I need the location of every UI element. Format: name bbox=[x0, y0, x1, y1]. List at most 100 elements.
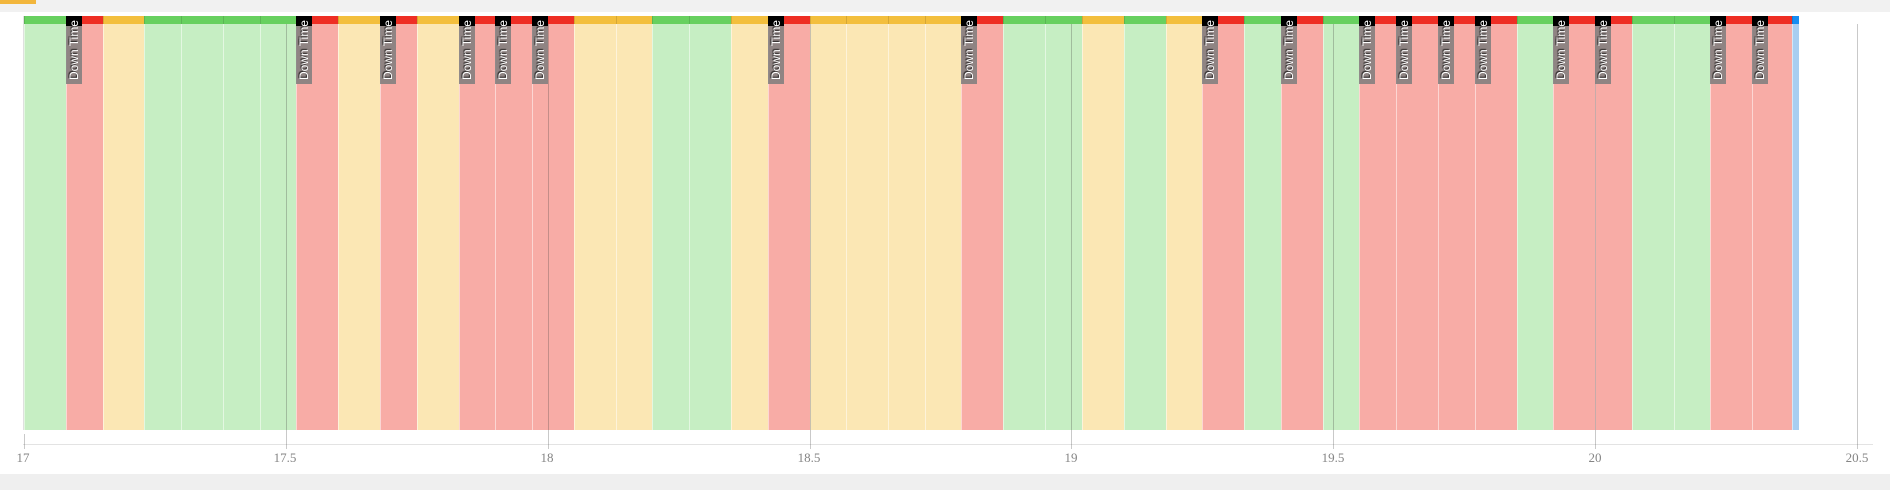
down-time-flag[interactable]: Down Time bbox=[296, 16, 313, 84]
timeline-segment-running[interactable] bbox=[652, 16, 690, 430]
segment-status-strip bbox=[1631, 16, 1674, 24]
segment-fill bbox=[1553, 24, 1596, 430]
major-gridline bbox=[1857, 24, 1858, 449]
timeline-segment-down[interactable] bbox=[1438, 16, 1475, 430]
timeline-segment-running[interactable] bbox=[1322, 16, 1360, 430]
down-time-flag[interactable]: Down Time bbox=[1474, 16, 1491, 84]
timeline-segment-idle[interactable] bbox=[338, 16, 381, 430]
timeline-segment-idle[interactable] bbox=[573, 16, 616, 430]
timeline-segment-idle[interactable] bbox=[416, 16, 459, 430]
timeline-segment-running[interactable] bbox=[689, 16, 731, 430]
down-time-flag[interactable]: Down Time bbox=[65, 16, 82, 84]
timeline-segment-running[interactable] bbox=[1003, 16, 1046, 430]
segment-status-strip bbox=[338, 16, 381, 24]
segment-fill bbox=[416, 24, 459, 430]
segment-status-strip bbox=[1244, 16, 1281, 24]
timeline-segment-current[interactable] bbox=[1791, 16, 1800, 430]
segment-fill bbox=[1791, 24, 1800, 430]
segment-status-strip bbox=[573, 16, 616, 24]
timeline-segment-idle[interactable] bbox=[809, 16, 847, 430]
timeline-segment-down[interactable] bbox=[1553, 16, 1596, 430]
down-time-flag[interactable]: Down Time bbox=[1202, 16, 1219, 84]
down-time-flag[interactable]: Down Time bbox=[495, 16, 512, 84]
timeline-segment-down[interactable] bbox=[767, 16, 810, 430]
segment-fill bbox=[1165, 24, 1203, 430]
segment-status-strip bbox=[689, 16, 731, 24]
timeline-segment-running[interactable] bbox=[1673, 16, 1711, 430]
down-time-flag[interactable]: Down Time bbox=[380, 16, 397, 84]
down-time-flag-text: Down Time bbox=[496, 19, 511, 81]
down-time-flag[interactable]: Down Time bbox=[1595, 16, 1612, 84]
timeline-segment-idle[interactable] bbox=[846, 16, 889, 430]
timeline-segment-idle[interactable] bbox=[1081, 16, 1124, 430]
segment-status-strip bbox=[24, 16, 66, 24]
major-gridline bbox=[285, 24, 287, 449]
timeline-segment-running[interactable] bbox=[1244, 16, 1281, 430]
down-time-flag-text: Down Time bbox=[297, 19, 312, 81]
timeline-segment-down[interactable] bbox=[380, 16, 417, 430]
timeline-segment-running[interactable] bbox=[223, 16, 260, 430]
timeline-segment-running[interactable] bbox=[1123, 16, 1166, 430]
timeline-segment-down[interactable] bbox=[1752, 16, 1792, 430]
timeline-segment-idle[interactable] bbox=[888, 16, 925, 430]
timeline-segment-down[interactable] bbox=[1280, 16, 1323, 430]
segment-fill bbox=[223, 24, 260, 430]
timeline-segment-idle[interactable] bbox=[102, 16, 145, 430]
down-time-flag-text: Down Time bbox=[1203, 19, 1218, 81]
down-time-flag-text: Down Time bbox=[533, 19, 547, 81]
down-time-flag[interactable]: Down Time bbox=[1752, 16, 1769, 84]
timeline-segment-down[interactable] bbox=[65, 16, 103, 430]
timeline-segment-idle[interactable] bbox=[924, 16, 962, 430]
axis-tick-label: 18.5 bbox=[797, 450, 821, 465]
down-time-flag[interactable]: Down Time bbox=[532, 16, 548, 84]
timeline-segment-down[interactable] bbox=[1396, 16, 1439, 430]
down-time-flag[interactable]: Down Time bbox=[1710, 16, 1727, 84]
down-time-flag[interactable]: Down Time bbox=[1438, 16, 1455, 84]
timeline-segment-down[interactable] bbox=[296, 16, 339, 430]
axis-tick-label: 19 bbox=[1064, 450, 1078, 465]
timeline-segment-running[interactable] bbox=[1516, 16, 1554, 430]
segment-fill bbox=[1631, 24, 1674, 430]
segment-fill bbox=[652, 24, 690, 430]
segment-status-strip bbox=[1045, 16, 1082, 24]
down-time-flag[interactable]: Down Time bbox=[767, 16, 784, 84]
axis-tick-label: 18 bbox=[540, 450, 554, 465]
down-time-flag[interactable]: Down Time bbox=[1396, 16, 1413, 84]
timeline-segment-down[interactable] bbox=[1359, 16, 1397, 430]
timeline-segment-running[interactable] bbox=[1631, 16, 1674, 430]
timeline-segment-running[interactable] bbox=[181, 16, 223, 430]
timeline-segment-down[interactable] bbox=[1595, 16, 1632, 430]
timeline-segment-idle[interactable] bbox=[731, 16, 768, 430]
timeline-segment-down[interactable] bbox=[961, 16, 1004, 430]
timeline-segment-idle[interactable] bbox=[615, 16, 653, 430]
timeline-segment-running[interactable] bbox=[24, 16, 66, 430]
timeline-segment-running[interactable] bbox=[259, 16, 297, 430]
accent-bar bbox=[0, 0, 36, 4]
down-time-flag-text: Down Time bbox=[1554, 19, 1569, 81]
timeline-segment-running[interactable] bbox=[144, 16, 182, 430]
down-time-flag[interactable]: Down Time bbox=[1553, 16, 1570, 84]
segment-fill bbox=[1438, 24, 1475, 430]
down-time-flag-text: Down Time bbox=[1360, 19, 1375, 81]
timeline-segment-down[interactable] bbox=[1202, 16, 1245, 430]
down-time-flag[interactable]: Down Time bbox=[1280, 16, 1297, 84]
down-time-flag[interactable]: Down Time bbox=[458, 16, 475, 84]
segment-fill bbox=[1595, 24, 1632, 430]
segment-fill bbox=[338, 24, 381, 430]
down-time-flag-text: Down Time bbox=[962, 19, 977, 81]
down-time-flag[interactable]: Down Time bbox=[961, 16, 978, 84]
timeline-segment-down[interactable] bbox=[532, 16, 574, 430]
segment-fill bbox=[961, 24, 1004, 430]
segment-fill bbox=[809, 24, 847, 430]
timeline-segment-down[interactable] bbox=[495, 16, 532, 430]
down-time-flag[interactable]: Down Time bbox=[1359, 16, 1376, 84]
down-time-flag-text: Down Time bbox=[381, 19, 396, 81]
timeline-segment-idle[interactable] bbox=[1165, 16, 1203, 430]
timeline-segment-down[interactable] bbox=[1710, 16, 1753, 430]
timeline-segment-down[interactable] bbox=[458, 16, 496, 430]
segment-fill bbox=[615, 24, 653, 430]
segment-fill bbox=[102, 24, 145, 430]
down-time-flag-text: Down Time bbox=[1711, 19, 1726, 81]
timeline-segment-running[interactable] bbox=[1045, 16, 1082, 430]
axis-tick-label: 17 bbox=[16, 450, 30, 465]
